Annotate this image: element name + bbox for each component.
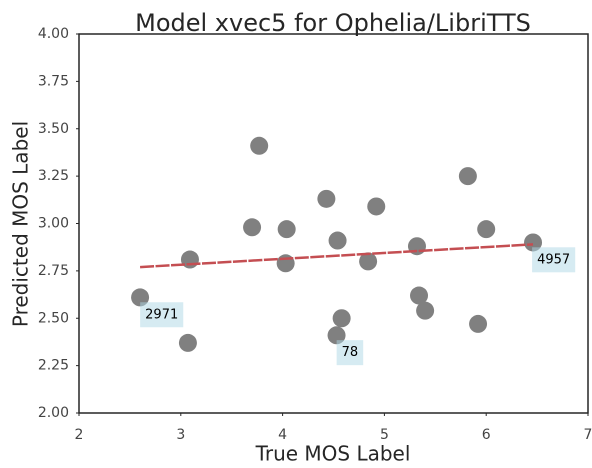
point: [332, 309, 351, 328]
y-tick-label: 2.00: [38, 405, 69, 421]
point: [276, 254, 295, 273]
y-tick-label: 3.75: [38, 73, 69, 89]
point: [277, 220, 296, 239]
trend-line: [140, 243, 534, 269]
y-tick-label: 2.75: [38, 263, 69, 279]
plot-frame: [78, 33, 589, 414]
x-tick-label: 7: [584, 427, 592, 443]
point: [524, 233, 543, 252]
point: [178, 333, 197, 352]
point: [327, 326, 346, 345]
x-tick-label: 5: [380, 427, 389, 443]
annotation: 78: [342, 345, 359, 360]
point: [317, 189, 336, 208]
annotation: 2971: [145, 307, 178, 322]
point: [458, 167, 477, 186]
point: [410, 286, 429, 305]
x-tick-label: 4: [278, 427, 287, 443]
y-tick-label: 2.25: [38, 358, 69, 374]
point: [328, 231, 347, 250]
y-tick-label: 3.25: [38, 168, 69, 184]
point: [250, 136, 269, 155]
point: [131, 288, 150, 307]
point: [477, 220, 496, 239]
y-tick-label: 3.50: [38, 121, 69, 137]
point: [469, 314, 488, 333]
annotation-box: [140, 302, 184, 328]
x-tick-label: 3: [176, 427, 185, 443]
point: [367, 197, 386, 216]
annotation-box: [336, 340, 364, 366]
point: [416, 301, 435, 320]
y-axis-label: Predicted MOS Label: [9, 121, 33, 327]
annotation-box: [532, 247, 576, 273]
point: [359, 252, 378, 271]
x-tick-label: 2: [75, 427, 84, 443]
chart-title: Model xvec5 for Ophelia/LibriTTS: [135, 9, 531, 37]
y-tick-label: 2.50: [38, 310, 69, 326]
y-tick-label: 4.00: [38, 26, 69, 42]
point: [243, 218, 262, 237]
y-tick-label: 3.00: [38, 216, 69, 232]
x-tick-label: 6: [482, 427, 491, 443]
annotation: 4957: [537, 252, 570, 267]
x-axis-label: True MOS Label: [255, 442, 411, 466]
